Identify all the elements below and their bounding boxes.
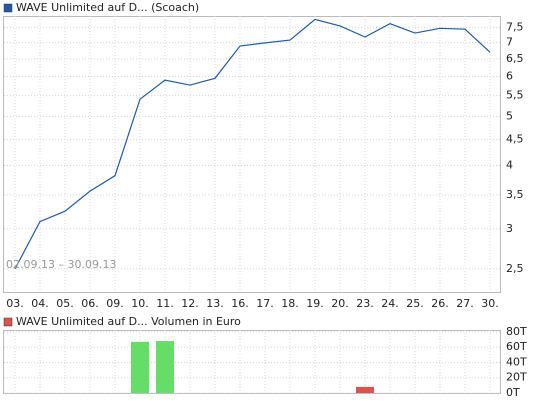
y-tick-label: 3,5 [506,188,524,201]
x-tick-label: 26. [431,297,449,310]
y-tick-label: 4 [506,159,513,172]
x-tick-label: 25. [406,297,424,310]
x-tick-label: 05. [56,297,74,310]
y-tick-label: 80T [506,325,527,338]
x-tick-label: 13. [206,297,224,310]
y-tick-label: 6,5 [506,52,524,65]
y-tick-label: 60T [506,340,527,353]
bar [156,341,174,393]
x-tick-label: 20. [331,297,349,310]
y-tick-label: 40T [506,355,527,368]
volume-frame [3,330,501,394]
legend-label: WAVE Unlimited auf D... Volumen in Euro [16,315,241,328]
x-tick-label: 17. [256,297,274,310]
line [14,18,491,270]
y-tick-label: 5 [506,110,513,123]
x-tick-label: 12. [181,297,199,310]
bar [356,386,374,393]
x-tick-label: 16. [231,297,249,310]
x-tick-label: 10. [131,297,149,310]
y-tick-label: 5,5 [506,89,524,102]
y-tick-label: 2,5 [506,262,524,275]
y-tick-label: 3 [506,222,513,235]
x-tick-label: 18. [281,297,299,310]
x-tick-label: 09. [106,297,124,310]
y-tick-label: 20T [506,371,527,384]
legend-swatch [3,317,13,327]
date-range: 02.09.13 – 30.09.13 [6,258,116,271]
y-tick-label: 7 [506,36,513,49]
y-tick-label: 6 [506,69,513,82]
legend-label: WAVE Unlimited auf D... (Scoach) [16,1,199,14]
x-tick-label: 30. [481,297,499,310]
y-tick-label: 0T [506,386,520,399]
x-tick-label: 19. [306,297,324,310]
y-tick-label: 7,5 [506,20,524,33]
x-tick-label: 23. [356,297,374,310]
x-tick-label: 04. [31,297,49,310]
bar [131,341,149,393]
x-tick-label: 24. [381,297,399,310]
y-tick-label: 4,5 [506,133,524,146]
legend-swatch [3,3,13,13]
x-tick-label: 06. [81,297,99,310]
plot-frame [3,16,501,293]
x-tick-label: 03. [6,297,24,310]
x-tick-label: 11. [156,297,174,310]
x-tick-label: 27. [456,297,474,310]
